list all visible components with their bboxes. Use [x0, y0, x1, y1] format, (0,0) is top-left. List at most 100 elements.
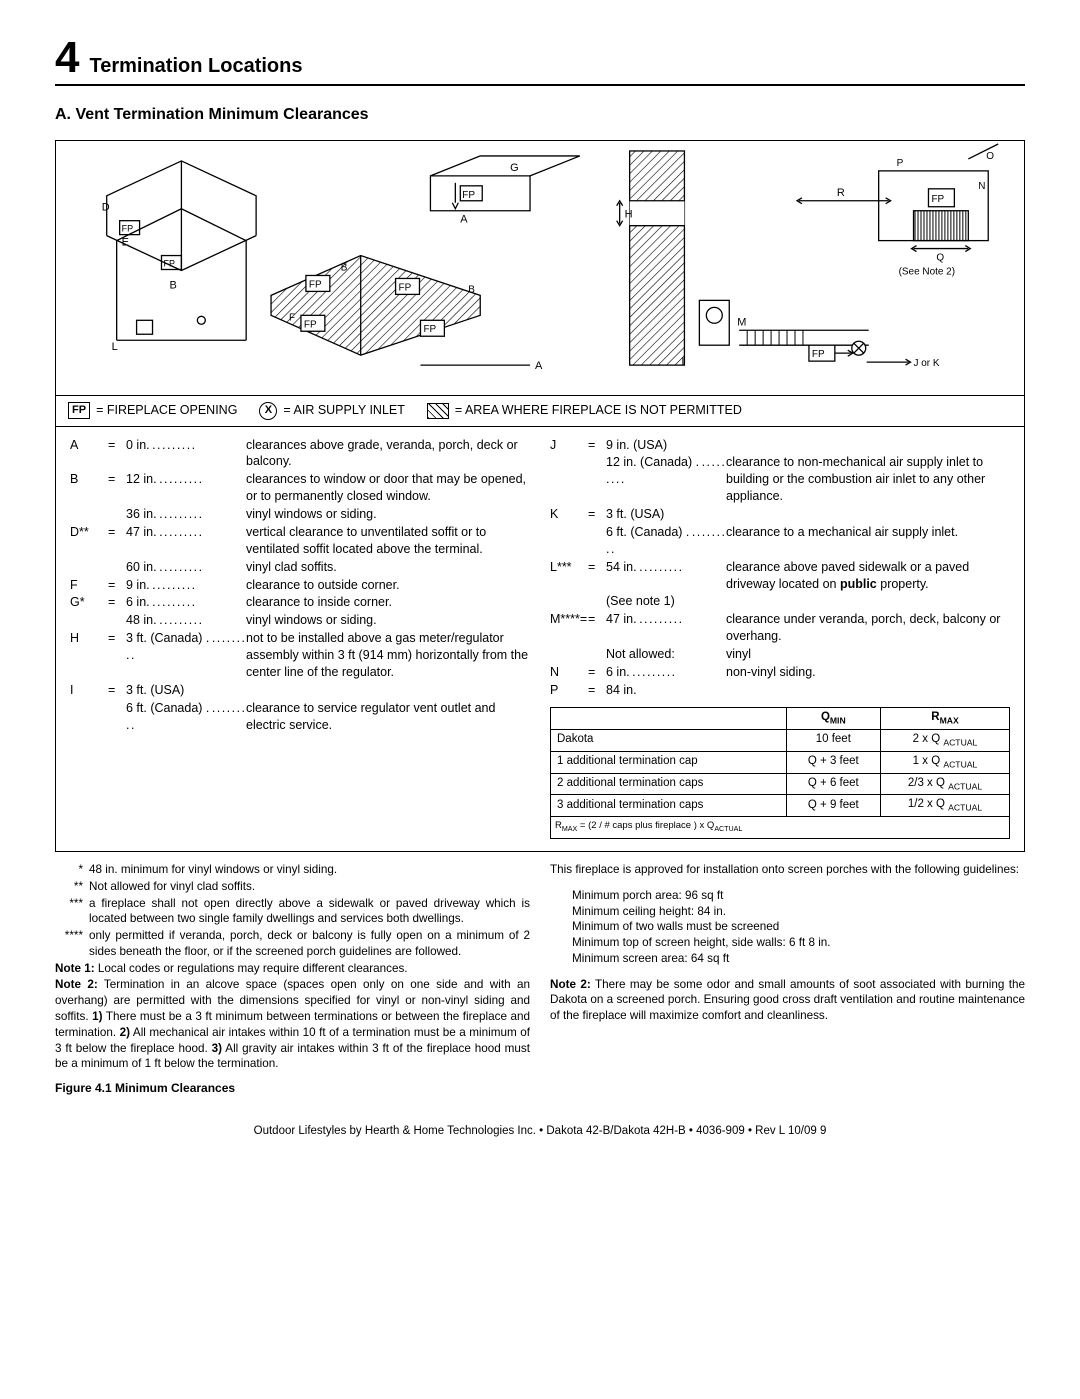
defs-left-col: A=0 in.clearances above grade, veranda, …: [70, 437, 530, 839]
table-row: 1 additional termination capQ + 3 feet1 …: [551, 751, 1010, 773]
svg-text:A: A: [460, 213, 468, 225]
svg-text:P: P: [897, 157, 904, 168]
note2-label: Note 2:: [550, 978, 591, 991]
def-desc: clearances above grade, veranda, porch, …: [246, 437, 530, 471]
svg-text:O: O: [986, 151, 994, 162]
footnote-text: Not allowed for vinyl clad soffits.: [89, 879, 530, 895]
page-footer: Outdoor Lifestyles by Hearth & Home Tech…: [55, 1124, 1025, 1140]
def-val: 0 in.: [126, 437, 246, 471]
def-eq: [588, 524, 606, 558]
def-eq: [108, 559, 126, 576]
def-desc: [726, 506, 1010, 523]
def-val: Not allowed:: [606, 646, 726, 663]
def-val: 54 in.: [606, 559, 726, 593]
def-key: [70, 506, 108, 523]
svg-text:R: R: [837, 186, 845, 198]
footnote-key: ****: [55, 928, 89, 960]
def-desc: vinyl windows or siding.: [246, 506, 530, 523]
svg-text:B: B: [169, 279, 176, 291]
def-row: 6 ft. (Canada) .clearance to service reg…: [70, 700, 530, 734]
def-desc: vinyl windows or siding.: [246, 612, 530, 629]
footnote-row: ***a fireplace shall not open directly a…: [55, 896, 530, 928]
def-key: B: [70, 471, 108, 505]
footnote-text: only permitted if veranda, porch, deck o…: [89, 928, 530, 960]
svg-text:FP: FP: [931, 193, 944, 204]
svg-text:FP: FP: [163, 258, 174, 268]
footnote-row: ****only permitted if veranda, porch, de…: [55, 928, 530, 960]
svg-text:G: G: [510, 161, 519, 173]
def-eq: [588, 646, 606, 663]
def-desc: clearance to service regulator vent outl…: [246, 700, 530, 734]
def-eq: =: [588, 664, 606, 681]
footnote-key: ***: [55, 896, 89, 928]
table-cell: 2 additional termination caps: [551, 773, 787, 795]
svg-text:FP: FP: [423, 324, 436, 335]
table-row: 3 additional termination capsQ + 9 feet1…: [551, 795, 1010, 817]
def-row: 12 in. (Canada) .clearance to non-mechan…: [550, 454, 1010, 505]
def-eq: =: [108, 524, 126, 558]
def-eq: [108, 506, 126, 523]
fp-icon: FP: [68, 402, 90, 419]
def-key: [70, 700, 108, 734]
def-key: [550, 454, 588, 505]
def-key: [70, 612, 108, 629]
def-eq: =: [588, 611, 606, 645]
svg-text:Q: Q: [936, 252, 944, 263]
sub-title: A. Vent Termination Minimum Clearances: [55, 104, 1025, 126]
def-row: 48 in.vinyl windows or siding.: [70, 612, 530, 629]
diagram-svg: FP FP D E L B FP FP FP FP F B B A FP G A: [56, 141, 1024, 395]
def-desc: vinyl: [726, 646, 1010, 663]
definitions-box: A=0 in.clearances above grade, veranda, …: [55, 427, 1025, 852]
svg-text:E: E: [122, 236, 129, 248]
def-key: L***: [550, 559, 588, 593]
diagram-legend: FP = FIREPLACE OPENING X = AIR SUPPLY IN…: [55, 395, 1025, 427]
def-eq: =: [108, 471, 126, 505]
table-cell: Q + 6 feet: [786, 773, 880, 795]
svg-text:FP: FP: [462, 189, 475, 200]
def-val: 6 in.: [606, 664, 726, 681]
def-desc: clearance above paved sidewalk or a pave…: [726, 559, 1010, 593]
th-qmin: QMIN: [786, 707, 880, 729]
def-key: M****=: [550, 611, 588, 645]
def-desc: non-vinyl siding.: [726, 664, 1010, 681]
def-row: K=3 ft. (USA): [550, 506, 1010, 523]
def-key: [550, 646, 588, 663]
footnote-text: a fireplace shall not open directly abov…: [89, 896, 530, 928]
def-val: 12 in.: [126, 471, 246, 505]
def-desc: vinyl clad soffits.: [246, 559, 530, 576]
def-val: 9 in.: [126, 577, 246, 594]
notes-left-col: *48 in. minimum for vinyl windows or vin…: [55, 862, 530, 1097]
def-desc: [246, 682, 530, 699]
def-eq: [588, 454, 606, 505]
def-row: A=0 in.clearances above grade, veranda, …: [70, 437, 530, 471]
def-eq: =: [588, 506, 606, 523]
svg-text:FP: FP: [309, 279, 322, 290]
def-eq: [108, 700, 126, 734]
table-cell: 3 additional termination caps: [551, 795, 787, 817]
rmax-formula: RMAX = (2 / # caps plus fireplace ) x QA…: [551, 817, 1010, 839]
chapter-title: Termination Locations: [89, 53, 302, 80]
legend-x-text: = AIR SUPPLY INLET: [283, 402, 404, 419]
note-row: Note 1: Local codes or regulations may r…: [55, 961, 530, 977]
def-val: 6 in.: [126, 594, 246, 611]
def-key: P: [550, 682, 588, 699]
guidelines-list: Minimum porch area: 96 sq ftMinimum ceil…: [572, 888, 1025, 967]
def-row: 60 in.vinyl clad soffits.: [70, 559, 530, 576]
def-key: F: [70, 577, 108, 594]
svg-text:FP: FP: [399, 282, 412, 293]
guideline-item: Minimum ceiling height: 84 in.: [572, 904, 1025, 920]
notes-right-col: This fireplace is approved for installat…: [550, 862, 1025, 1097]
svg-text:D: D: [102, 201, 110, 213]
note2-text: There may be some odor and small amounts…: [550, 978, 1025, 1023]
svg-text:FP: FP: [304, 319, 317, 330]
note2-right: Note 2: There may be some odor and small…: [550, 977, 1025, 1024]
def-val: 47 in.: [606, 611, 726, 645]
note-row: Note 2: Termination in an alcove space (…: [55, 977, 530, 1072]
def-key: I: [70, 682, 108, 699]
svg-text:A: A: [535, 360, 543, 372]
def-val: 84 in.: [606, 682, 726, 699]
legend-hatch-text: = AREA WHERE FIREPLACE IS NOT PERMITTED: [455, 402, 742, 419]
footnote-row: *48 in. minimum for vinyl windows or vin…: [55, 862, 530, 878]
table-row: 2 additional termination capsQ + 6 feet2…: [551, 773, 1010, 795]
table-cell: Dakota: [551, 729, 787, 751]
